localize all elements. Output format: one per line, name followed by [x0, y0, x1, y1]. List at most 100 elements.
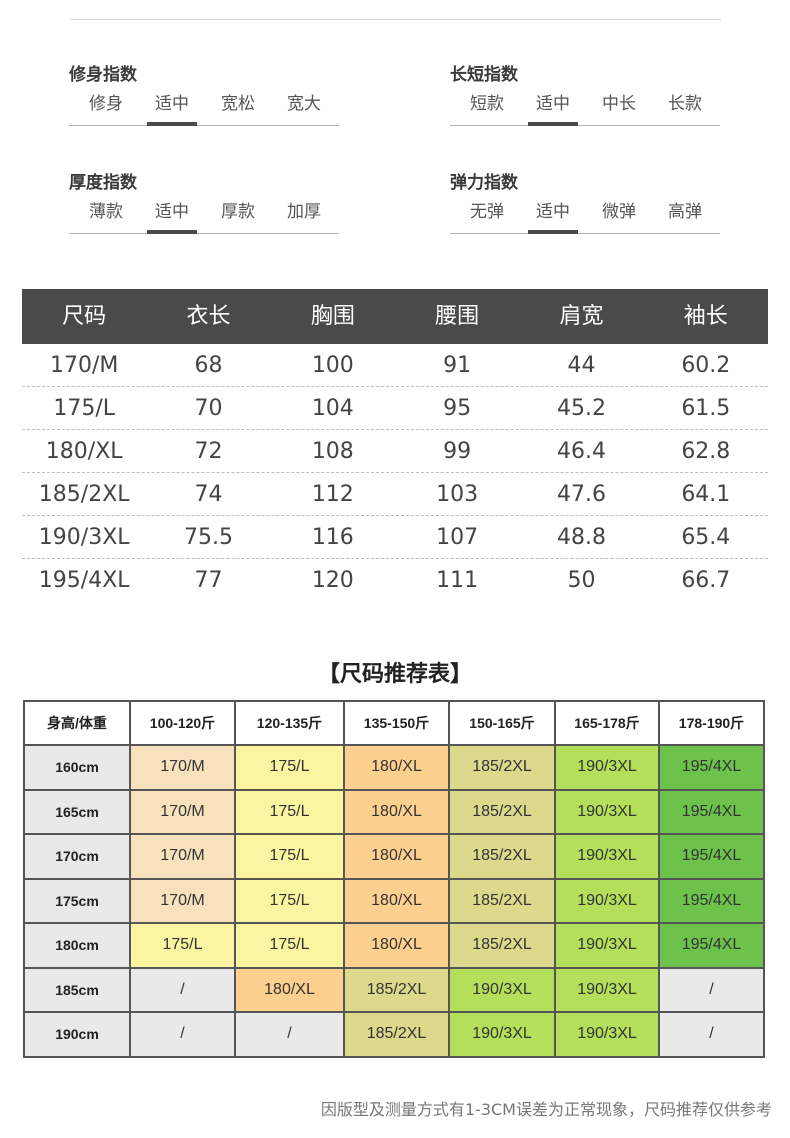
length-index-options: 短款 适中 中长 长款 [450, 90, 720, 126]
recommended-size: 175/L [234, 877, 345, 924]
recommended-size: 180/XL [234, 966, 345, 1013]
length-option: 适中 [536, 94, 570, 114]
recommended-size: / [129, 966, 236, 1013]
recommended-size: / [234, 1011, 345, 1058]
cell-length: 70 [194, 396, 223, 421]
recommended-size: 185/2XL [448, 922, 556, 969]
cell-length: 77 [194, 568, 223, 593]
height-label: 160cm [23, 744, 131, 791]
recommended-size: 190/3XL [554, 966, 660, 1013]
recommendation-row: 165cm 170/M 175/L 180/XL 185/2XL 190/3XL… [23, 788, 765, 835]
cell-length: 68 [194, 353, 223, 378]
header-length: 衣长 [186, 304, 231, 329]
recommended-size: 190/3XL [448, 1011, 556, 1058]
cell-chest: 120 [311, 568, 354, 593]
recommended-size: 185/2XL [448, 744, 556, 791]
cell-chest: 112 [311, 482, 354, 507]
recommended-size: 190/3XL [554, 1011, 660, 1058]
recommended-size: 180/XL [343, 922, 450, 969]
recommended-size: 195/4XL [658, 922, 765, 969]
recommended-size: 175/L [234, 788, 345, 835]
height-label: 180cm [23, 922, 131, 969]
header-chest: 胸围 [310, 304, 355, 329]
fit-option: 修身 [89, 94, 123, 114]
weight-header: 135-150斤 [343, 700, 450, 746]
recommended-size: 170/M [129, 744, 236, 791]
cell-size: 170/M [49, 353, 119, 378]
recommended-size: 195/4XL [658, 788, 765, 835]
length-index-title: 长短指数 [450, 65, 518, 85]
recommended-size: 175/L [129, 922, 236, 969]
recommendation-row: 170cm 170/M 175/L 180/XL 185/2XL 190/3XL… [23, 833, 765, 880]
recommended-size: 190/3XL [554, 788, 660, 835]
cell-waist: 107 [436, 525, 479, 550]
recommended-size: 185/2XL [448, 833, 556, 880]
cell-shoulder: 45.2 [556, 396, 606, 421]
elasticity-option: 高弹 [668, 202, 702, 222]
recommended-size: 195/4XL [658, 744, 765, 791]
recommendation-row: 190cm / / 185/2XL 190/3XL 190/3XL / [23, 1011, 765, 1058]
recommended-size: 180/XL [343, 744, 450, 791]
weight-header: 178-190斤 [658, 700, 765, 746]
cell-chest: 104 [311, 396, 354, 421]
cell-chest: 116 [311, 525, 354, 550]
size-measurement-table: 尺码 衣长 胸围 腰围 肩宽 袖长 170/M 68 100 91 44 60.… [22, 289, 768, 602]
cell-size: 175/L [53, 396, 115, 421]
height-label: 185cm [23, 966, 131, 1013]
cell-shoulder: 48.8 [556, 525, 606, 550]
recommended-size: 185/2XL [448, 788, 556, 835]
cell-size: 185/2XL [38, 482, 130, 507]
cell-sleeve: 60.2 [681, 353, 731, 378]
recommendation-row: 180cm 175/L 175/L 180/XL 185/2XL 190/3XL… [23, 922, 765, 969]
thickness-index-title: 厚度指数 [69, 173, 137, 193]
cell-size: 190/3XL [38, 525, 130, 550]
recommended-size: 190/3XL [554, 922, 660, 969]
recommended-size: 185/2XL [448, 877, 556, 924]
cell-sleeve: 66.7 [681, 568, 731, 593]
recommended-size: 170/M [129, 877, 236, 924]
cell-chest: 108 [311, 439, 354, 464]
recommended-size: / [658, 966, 765, 1013]
thickness-index-baseline [69, 233, 339, 234]
cell-length: 72 [194, 439, 223, 464]
cell-length: 74 [194, 482, 223, 507]
weight-header: 150-165斤 [448, 700, 556, 746]
cell-size: 195/4XL [38, 568, 130, 593]
elasticity-index-options: 无弹 适中 微弹 高弹 [450, 198, 720, 234]
recommendation-header-row: 身高/体重 100-120斤 120-135斤 135-150斤 150-165… [23, 700, 765, 746]
recommended-size: 190/3XL [554, 744, 660, 791]
cell-shoulder: 50 [567, 568, 596, 593]
recommended-size: 180/XL [343, 788, 450, 835]
cell-sleeve: 64.1 [681, 482, 731, 507]
thickness-option: 适中 [155, 202, 189, 222]
thickness-index-marker [147, 230, 197, 234]
size-recommendation-table: 身高/体重 100-120斤 120-135斤 135-150斤 150-165… [23, 700, 765, 1058]
recommended-size: / [129, 1011, 236, 1058]
header-waist: 腰围 [435, 304, 480, 329]
recommendation-title: 【尺码推荐表】 [317, 662, 472, 687]
size-table-row: 180/XL 72 108 99 46.4 62.8 [22, 430, 768, 473]
header-sleeve: 袖长 [683, 304, 728, 329]
recommended-size: / [658, 1011, 765, 1058]
size-table-row: 185/2XL 74 112 103 47.6 64.1 [22, 473, 768, 516]
fit-index-options: 修身 适中 宽松 宽大 [69, 90, 339, 126]
size-table-row: 195/4XL 77 120 111 50 66.7 [22, 559, 768, 602]
cell-waist: 99 [443, 439, 472, 464]
recommended-size: 185/2XL [343, 1011, 450, 1058]
height-label: 165cm [23, 788, 131, 835]
size-table-row: 175/L 70 104 95 45.2 61.5 [22, 387, 768, 430]
recommendation-row: 160cm 170/M 175/L 180/XL 185/2XL 190/3XL… [23, 744, 765, 791]
recommended-size: 195/4XL [658, 833, 765, 880]
elasticity-index-baseline [450, 233, 720, 234]
weight-header: 120-135斤 [234, 700, 345, 746]
height-label: 190cm [23, 1011, 131, 1058]
elasticity-index-title: 弹力指数 [450, 173, 518, 193]
cell-sleeve: 62.8 [681, 439, 731, 464]
header-shoulder: 肩宽 [559, 304, 604, 329]
cell-chest: 100 [311, 353, 354, 378]
thickness-option: 薄款 [89, 202, 123, 222]
recommended-size: 175/L [234, 744, 345, 791]
cell-shoulder: 47.6 [556, 482, 606, 507]
recommended-size: 195/4XL [658, 877, 765, 924]
recommendation-row: 185cm / 180/XL 185/2XL 190/3XL 190/3XL / [23, 966, 765, 1013]
